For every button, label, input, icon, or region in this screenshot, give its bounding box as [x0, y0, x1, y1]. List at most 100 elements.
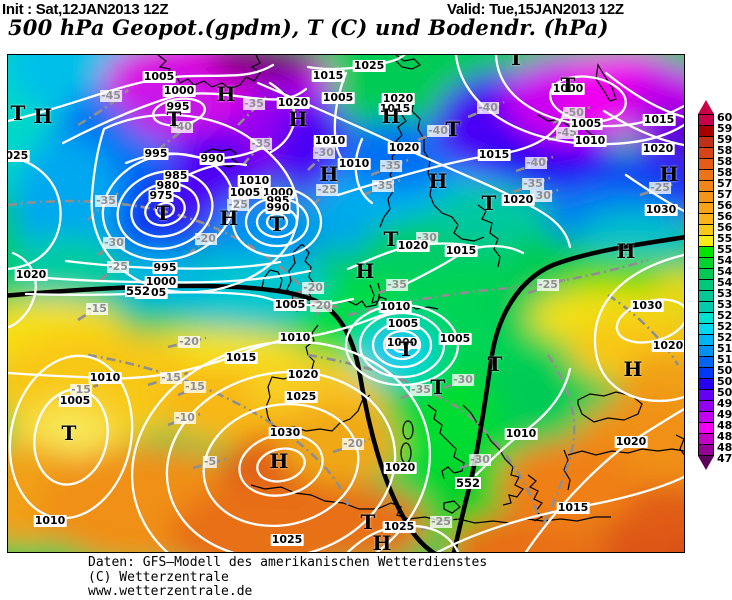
pressure-label: 1020	[276, 96, 310, 109]
colorbar-tick-label: 532	[717, 298, 732, 311]
colorbar-tick-label: 524	[717, 320, 732, 333]
temperature-label: -15	[184, 380, 206, 393]
pressure-label: 1005	[142, 70, 176, 83]
pressure-center-marker: H	[269, 449, 289, 473]
colorbar-tick-label: 600	[717, 111, 732, 124]
pressure-label: 985	[163, 169, 189, 182]
colorbar-tick-label: 520	[717, 331, 732, 344]
colorbar-tick-label: 504	[717, 375, 732, 388]
pressure-label: 1015	[378, 102, 412, 115]
temperature-label: -35	[386, 278, 408, 291]
pressure-center-marker: H	[372, 531, 392, 553]
pressure-label: 1020	[501, 193, 535, 206]
pressure-label: 1005	[438, 332, 472, 345]
colorbar-tick-label: 508	[717, 364, 732, 377]
temperature-label: -30	[452, 373, 474, 386]
temperature-label: -25	[107, 260, 129, 273]
pressure-label: 1010	[504, 427, 538, 440]
footer-website: www.wetterzentrale.de	[88, 584, 253, 599]
pressure-label: 1005	[228, 186, 262, 199]
colorbar-tick-label: 576	[717, 177, 732, 190]
colorbar-tick-label: 488	[717, 419, 732, 432]
pressure-label: 1020	[286, 368, 320, 381]
temperature-label: -20	[302, 281, 324, 294]
pressure-center-marker: H	[616, 239, 636, 263]
pressure-label: 995	[165, 100, 191, 113]
temperature-label: -30	[103, 236, 125, 249]
pressure-label: 1025	[382, 520, 416, 533]
pressure-center-marker: T	[487, 352, 503, 376]
temperature-label: -25	[316, 183, 338, 196]
pressure-label: 990	[199, 152, 225, 165]
pressure-center-marker: T	[430, 375, 446, 399]
pressure-label: 1010	[337, 157, 371, 170]
colorbar-tick-label: 560	[717, 221, 732, 234]
pressure-label: 1025	[8, 150, 30, 162]
pressure-label: 1005	[386, 317, 420, 330]
pressure-label: 1020	[641, 142, 675, 155]
pressure-center-marker: H	[219, 206, 239, 230]
temperature-label: -30	[313, 146, 335, 159]
pressure-label: 1025	[352, 59, 386, 72]
map-labels-layer: -45 -40 -35 -35 -30 -35 -25 -25 -20 -20 -30 -25 -15-…	[8, 55, 684, 552]
pressure-label: 980	[155, 179, 181, 192]
pressure-center-marker: T	[155, 201, 171, 225]
colorbar-tick-label: 536	[717, 287, 732, 300]
pressure-label: 1010	[237, 174, 271, 187]
pressure-label: 1005	[569, 117, 603, 130]
pressure-label: 1000	[144, 275, 178, 288]
pressure-center-marker: H	[319, 162, 339, 186]
colorbar: 6005965925885845805765725685645605565525…	[698, 100, 732, 471]
pressure-center-marker: T	[360, 510, 376, 534]
pressure-label: 995	[143, 147, 169, 160]
temperature-label: -35	[250, 137, 272, 150]
pressure-label: 1000	[162, 84, 196, 97]
pressure-label: 1020	[14, 268, 48, 281]
footer-copyright: (C) Wetterzentrale	[88, 569, 229, 585]
pressure-label: 1010	[313, 134, 347, 147]
temperature-label: -15	[86, 302, 108, 315]
pressure-label: 1010	[278, 331, 312, 344]
temperature-label: -20	[195, 232, 217, 245]
colorbar-tick-label: 564	[717, 210, 732, 223]
temperature-label: -25	[537, 278, 559, 291]
colorbar-tick-label: 540	[717, 276, 732, 289]
footer-data-source: Daten: GFS—Modell des amerikanischen Wet…	[88, 555, 488, 570]
pressure-label: 1025	[284, 390, 318, 403]
pressure-label: 1015	[444, 244, 478, 257]
temperature-label: -35	[410, 383, 432, 396]
colorbar-tick-label: 480	[717, 441, 732, 454]
pressure-label: 1015	[642, 113, 676, 126]
pressure-label: 1020	[383, 461, 417, 474]
colorbar-tick-label: 492	[717, 408, 732, 421]
pressure-center-marker: H	[216, 82, 236, 106]
pressure-label: 1015	[477, 148, 511, 161]
colorbar-tick-label: 500	[717, 386, 732, 399]
pressure-center-marker: H	[381, 104, 401, 128]
pressure-center-marker: T	[166, 107, 182, 131]
geopotential-552-label: 552	[454, 476, 482, 490]
temperature-label: -20	[310, 299, 332, 312]
pressure-label: 1015	[224, 351, 258, 364]
temperature-label: -10	[174, 411, 196, 424]
pressure-center-marker: T	[10, 101, 26, 125]
colorbar-arrow-bottom	[698, 456, 714, 470]
colorbar-tick-label: 544	[717, 265, 732, 278]
init-time-label: Init : Sat,12JAN2013 12Z	[2, 1, 169, 18]
colorbar-tick-label: 512	[717, 353, 732, 366]
temperature-label: -35	[95, 194, 117, 207]
pressure-center-marker: H	[288, 107, 308, 131]
colorbar-tick-label: 568	[717, 199, 732, 212]
colorbar-arrow-top	[698, 100, 714, 114]
colorbar-tick-label: 548	[717, 254, 732, 267]
pressure-label: 1005	[58, 394, 92, 407]
pressure-center-marker: T	[398, 337, 414, 361]
pressure-label: 1020	[651, 339, 684, 352]
colorbar-tick-label: 516	[717, 342, 732, 355]
pressure-label: 1005	[273, 298, 307, 311]
pressure-label: 1010	[33, 514, 67, 527]
pressure-center-marker: T	[269, 212, 285, 236]
colorbar-tick-label: 552	[717, 243, 732, 256]
temperature-label: -40	[525, 156, 547, 169]
temperature-label: -25	[227, 198, 249, 211]
